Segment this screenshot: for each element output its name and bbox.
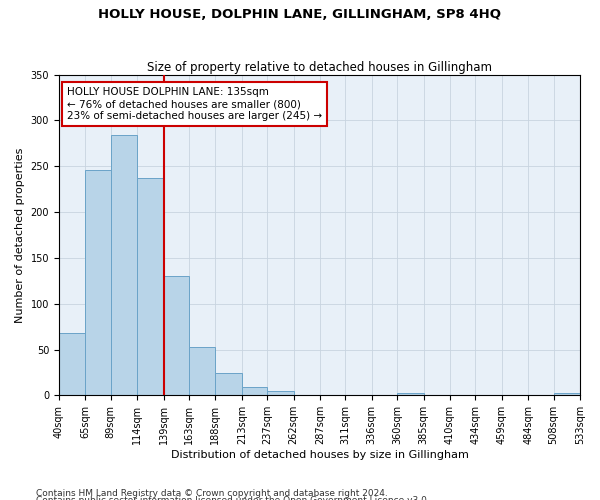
Bar <box>164 276 189 396</box>
Bar <box>215 374 242 396</box>
Bar <box>59 333 85 396</box>
Y-axis label: Number of detached properties: Number of detached properties <box>15 148 25 322</box>
Bar <box>267 391 293 396</box>
Bar <box>554 392 580 396</box>
Bar <box>110 135 137 396</box>
Title: Size of property relative to detached houses in Gillingham: Size of property relative to detached ho… <box>147 60 492 74</box>
Text: Contains public sector information licensed under the Open Government Licence v3: Contains public sector information licen… <box>36 496 430 500</box>
Bar <box>242 387 267 396</box>
Bar <box>85 170 110 396</box>
Text: HOLLY HOUSE DOLPHIN LANE: 135sqm
← 76% of detached houses are smaller (800)
23% : HOLLY HOUSE DOLPHIN LANE: 135sqm ← 76% o… <box>67 88 322 120</box>
Bar <box>189 347 215 396</box>
Text: HOLLY HOUSE, DOLPHIN LANE, GILLINGHAM, SP8 4HQ: HOLLY HOUSE, DOLPHIN LANE, GILLINGHAM, S… <box>98 8 502 20</box>
Bar <box>397 392 424 396</box>
X-axis label: Distribution of detached houses by size in Gillingham: Distribution of detached houses by size … <box>170 450 469 460</box>
Text: Contains HM Land Registry data © Crown copyright and database right 2024.: Contains HM Land Registry data © Crown c… <box>36 488 388 498</box>
Bar <box>137 178 164 396</box>
